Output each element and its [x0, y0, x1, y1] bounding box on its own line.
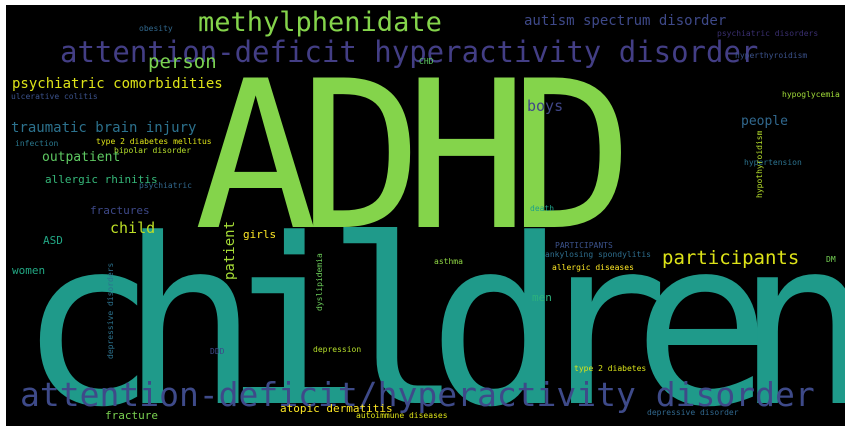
- word-autoimmune-diseases: autoimmune diseases: [356, 411, 448, 420]
- word-person: person: [148, 51, 217, 73]
- word-ankylosing-spondylitis: ankylosing spondylitis: [545, 250, 651, 259]
- word-adhd: ADHD: [194, 38, 634, 276]
- word-hypertension: hypertension: [744, 158, 802, 167]
- word-psychiatric: psychiatric: [139, 181, 192, 190]
- word-dyslipidemia: dyslipidemia: [315, 253, 324, 311]
- word-participants-upper: PARTICIPANTS: [555, 241, 613, 250]
- word-dm: DM: [826, 255, 836, 264]
- word-fractures: fractures: [90, 204, 150, 217]
- word-atopic-dermatitis: atopic dermatitis: [280, 402, 393, 415]
- word-asd: ASD: [43, 234, 63, 247]
- word-asthma: asthma: [434, 257, 463, 266]
- word-men: men: [532, 291, 552, 304]
- word-child: child: [110, 219, 156, 237]
- word-death: death: [530, 204, 555, 213]
- word-cloud: ADHD children attention-deficit/hyperact…: [6, 5, 845, 426]
- word-fracture: fracture: [105, 409, 158, 422]
- word-type-2-diabetes: type 2 diabetes: [574, 364, 647, 373]
- word-patient: patient: [222, 220, 238, 280]
- word-allergic-diseases: allergic diseases: [552, 263, 634, 272]
- word-ddd: DDD: [210, 347, 225, 356]
- word-participants: participants: [662, 247, 800, 269]
- word-hypothyroidism: hypothyroidism: [755, 130, 764, 198]
- word-type-2-diabetes-mellitus: type 2 diabetes mellitus: [96, 137, 212, 146]
- word-outpatient: outpatient: [42, 150, 121, 165]
- word-attention-deficit-hyperactivity-disorder-slash: attention-deficit/hyperactivity disorder: [20, 375, 815, 414]
- word-psychiatric-disorders: psychiatric disorders: [717, 29, 819, 38]
- word-people: people: [741, 114, 788, 129]
- word-obesity: obesity: [139, 24, 173, 33]
- word-boys: boys: [527, 97, 564, 115]
- word-methylphenidate: methylphenidate: [198, 7, 442, 38]
- word-hyperthyroidism: hyperthyroidism: [735, 51, 808, 60]
- word-allergic-rhinitis: allergic rhinitis: [45, 173, 158, 186]
- word-attention-deficit-hyperactivity-disorder: attention-deficit hyperactivity disorder: [60, 35, 759, 69]
- word-depressive-disorder: depressive disorder: [647, 408, 739, 417]
- word-autism-spectrum-disorder: autism spectrum disorder: [524, 13, 727, 29]
- word-psychiatric-comorbidities: psychiatric comorbidities: [12, 76, 223, 92]
- word-traumatic-brain-injury: traumatic brain injury: [11, 120, 197, 136]
- word-women: women: [12, 264, 46, 277]
- word-depression: depression: [313, 345, 362, 354]
- word-children: children: [18, 191, 845, 427]
- word-chd: CHD: [419, 57, 434, 66]
- word-bipolar-disorder: bipolar disorder: [114, 146, 192, 155]
- word-hypoglycemia: hypoglycemia: [782, 90, 840, 99]
- word-girls: girls: [243, 228, 277, 241]
- word-depressive-disorders: depressive disorders: [106, 262, 115, 359]
- word-ulcerative-colitis: ulcerative colitis: [11, 92, 98, 101]
- word-infection: infection: [15, 139, 59, 148]
